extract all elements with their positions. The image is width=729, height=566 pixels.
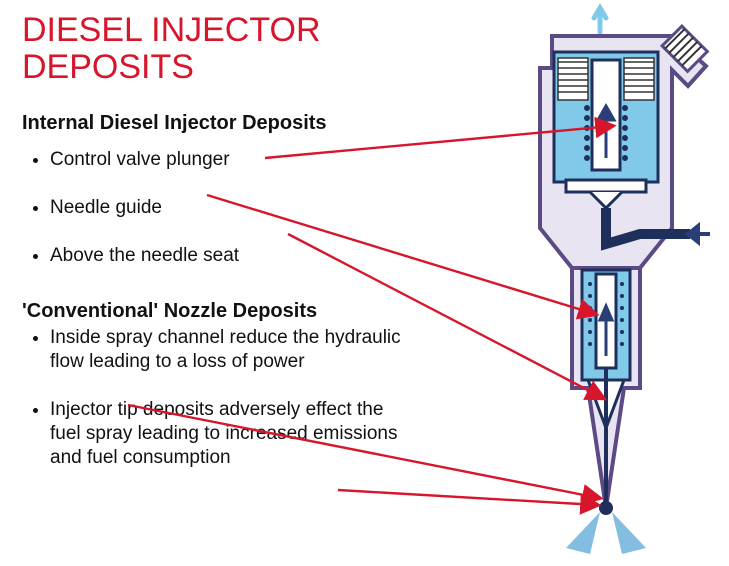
- inlet-fitting: [662, 26, 707, 71]
- filter-hatch-left: [558, 58, 588, 100]
- list-item: Above the needle seat: [50, 236, 239, 276]
- needle-guide: [596, 274, 616, 368]
- page-title: DIESEL INJECTOR DEPOSITS: [22, 12, 321, 87]
- inlet-arrow-icon: [688, 226, 710, 242]
- list-item: Inside spray channel reduce the hydrauli…: [50, 326, 410, 374]
- section1-heading: Internal Diesel Injector Deposits: [22, 112, 327, 135]
- injector-tip: [599, 501, 613, 515]
- spray-right-icon: [612, 512, 646, 554]
- control-valve-plunger: [592, 60, 620, 170]
- spray-left-icon: [566, 512, 600, 554]
- injector-diagram: [540, 8, 710, 554]
- callout-line: [338, 490, 597, 505]
- section2-list: Inside spray channel reduce the hydrauli…: [22, 326, 410, 478]
- page: DIESEL INJECTOR DEPOSITS Internal Diesel…: [0, 0, 729, 566]
- list-item: Control valve plunger: [50, 140, 239, 180]
- callout-line: [207, 195, 595, 314]
- filter-hatch-right: [624, 58, 654, 100]
- outlet-arrow-icon: [594, 8, 606, 32]
- list-item: Injector tip deposits adversely effect t…: [50, 398, 410, 470]
- section2-heading: 'Conventional' Nozzle Deposits: [22, 300, 317, 323]
- nozzle-holder: [572, 268, 640, 508]
- housing-upper: [540, 36, 706, 308]
- flow-arrow-up-icon: [598, 106, 614, 158]
- flow-arrow-up-icon: [600, 306, 612, 356]
- fluid-chamber-lower: [582, 270, 630, 380]
- fluid-chamber-upper: [554, 52, 658, 182]
- section1-list: Control valve plunger Needle guide Above…: [22, 140, 239, 284]
- list-item: Needle guide: [50, 188, 239, 228]
- fuel-passage: [606, 208, 690, 244]
- needle-seat: [588, 380, 624, 428]
